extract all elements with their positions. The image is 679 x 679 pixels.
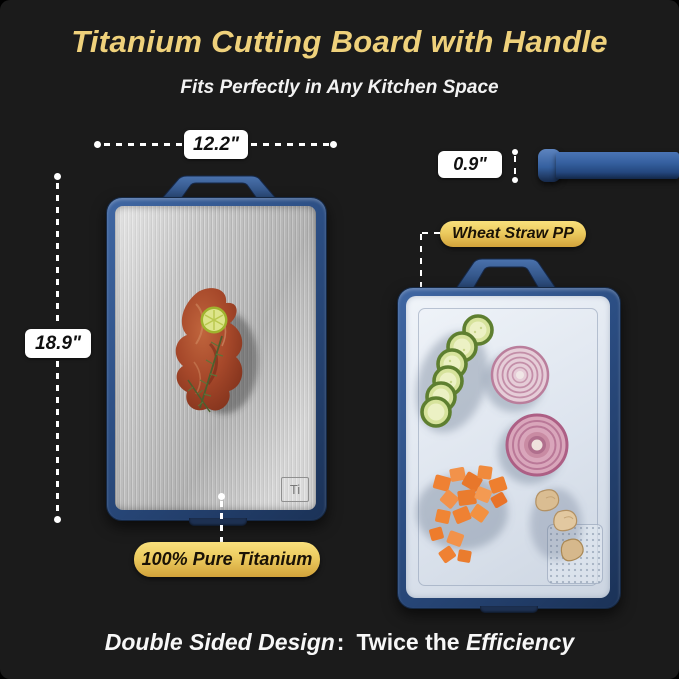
callout-connector-line — [220, 501, 223, 542]
right-board-handle — [454, 258, 558, 290]
carrot-cubes — [429, 465, 508, 563]
callout-connector-line — [422, 232, 440, 234]
page-title: Titanium Cutting Board with Handle — [71, 24, 608, 59]
footer-caption: Double Sided Design: Twice the Efficiency — [0, 629, 679, 656]
callout-anchor-dot — [218, 493, 225, 500]
onion-slice-1 — [490, 345, 550, 405]
dimension-endpoint-dot — [330, 141, 337, 148]
steak-photo — [175, 288, 258, 414]
onion-slice-2 — [505, 413, 569, 477]
dimension-endpoint-dot — [512, 177, 518, 183]
right-board-foot-tab — [480, 606, 538, 613]
thickness-dimension-label: 0.9" — [438, 151, 502, 178]
dimension-line — [56, 183, 59, 327]
dimension-line — [104, 143, 182, 146]
vegetables-photo — [415, 314, 584, 563]
dimension-endpoint-dot — [512, 149, 518, 155]
wheat-straw-callout-pill: Wheat Straw PP — [440, 221, 586, 247]
footer-mid: Twice the — [356, 629, 460, 655]
dimension-line — [514, 156, 516, 176]
dimension-line — [56, 361, 59, 513]
dimension-endpoint-dot — [94, 141, 101, 148]
cucumber-slices — [420, 314, 494, 428]
callout-connector-line — [420, 234, 422, 304]
dimension-endpoint-dot — [54, 516, 61, 523]
left-board-handle — [158, 175, 280, 202]
footer-lead: Double Sided Design — [104, 629, 335, 655]
board-edge-view-bar — [556, 152, 679, 179]
dimension-endpoint-dot — [54, 173, 61, 180]
width-dimension-label: 12.2" — [184, 130, 248, 159]
board-edge-view-handle-cap — [538, 149, 561, 182]
height-dimension-label: 18.9" — [25, 329, 91, 358]
titanium-callout-pill: 100% Pure Titanium — [134, 542, 320, 577]
left-board-foot-tab — [189, 518, 247, 526]
garlic-cloves — [535, 489, 584, 562]
page-subtitle: Fits Perfectly in Any Kitchen Space — [180, 77, 499, 98]
footer-separator: : — [336, 629, 345, 655]
footer-tail: Efficiency — [465, 629, 575, 655]
titanium-element-mark: Ti — [281, 477, 309, 502]
dimension-line — [251, 143, 329, 146]
